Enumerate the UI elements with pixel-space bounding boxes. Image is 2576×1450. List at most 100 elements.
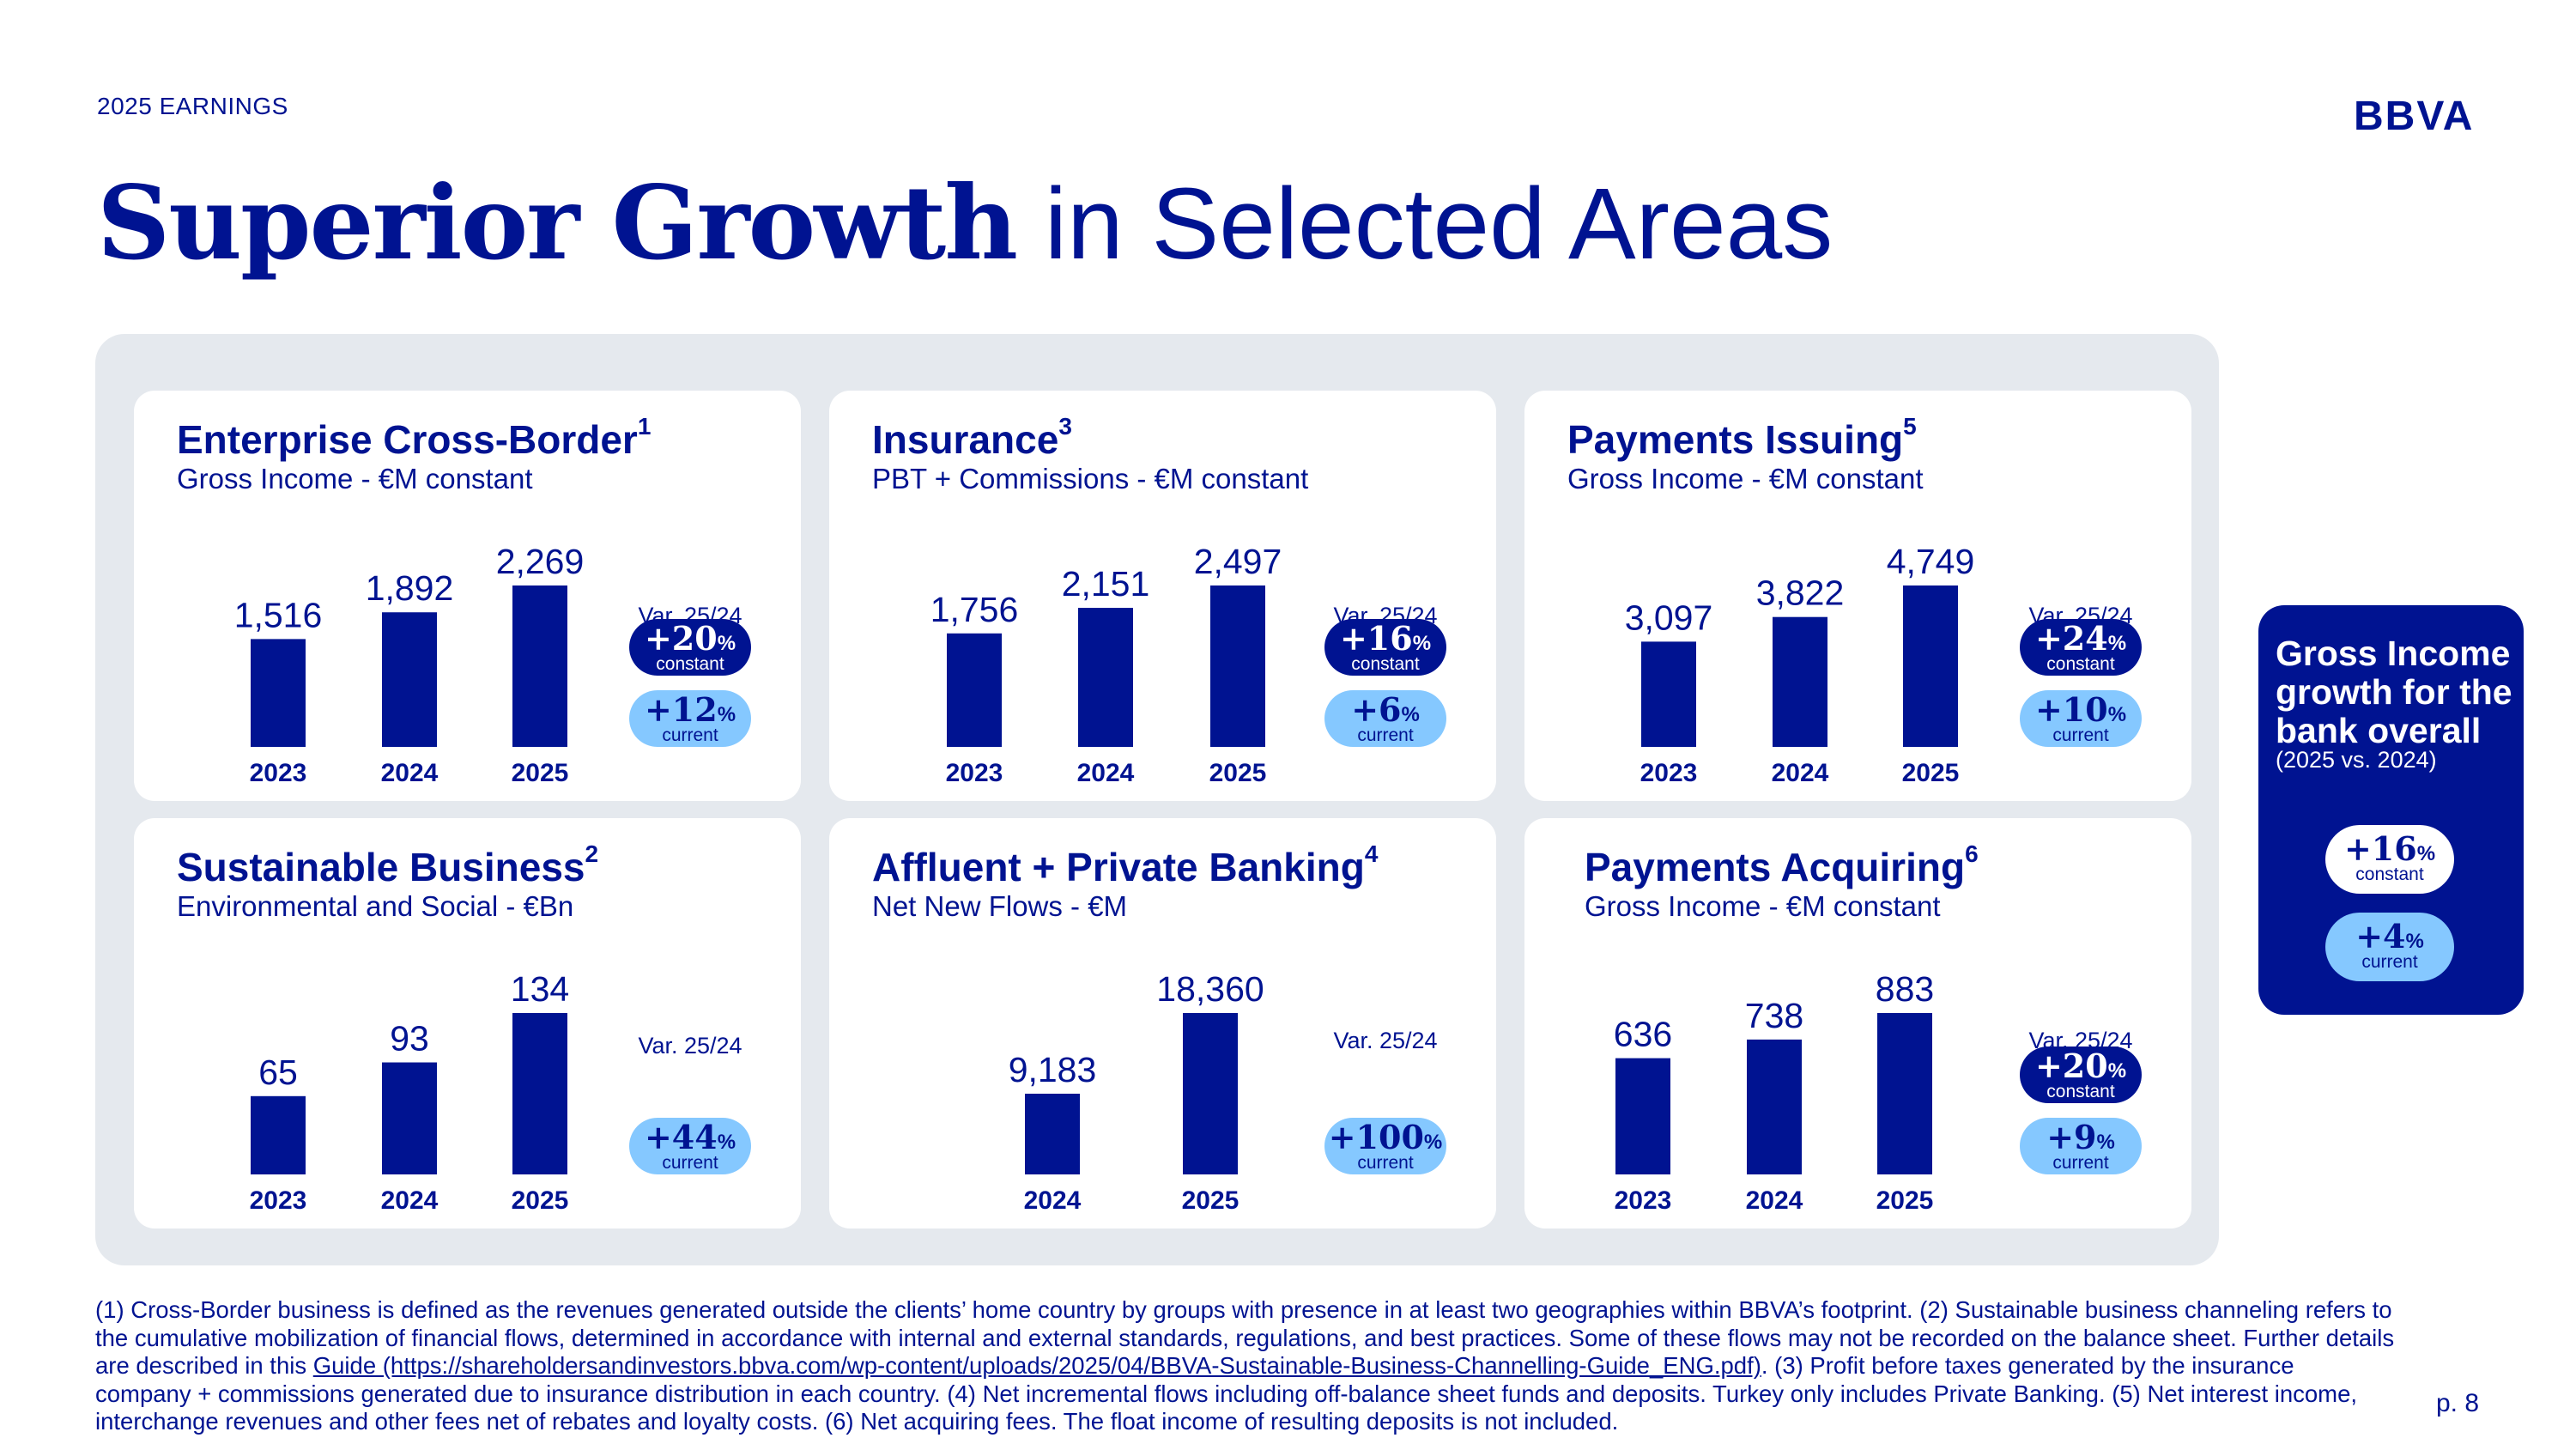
pill-unit: % bbox=[1412, 632, 1432, 655]
bar-2023 bbox=[251, 639, 306, 747]
bar-2025 bbox=[1877, 1013, 1932, 1174]
summary-pill-current: +4% current bbox=[2325, 913, 2454, 981]
footnote-ref: 5 bbox=[1903, 413, 1917, 440]
pill-label: current bbox=[662, 725, 718, 745]
category-label: 2023 bbox=[1640, 759, 1698, 787]
chart-title: Sustainable Business2 bbox=[177, 842, 598, 890]
pill-value: +20 bbox=[2034, 1047, 2108, 1085]
card-affluent-private-banking: Affluent + Private Banking4 Net New Flows… bbox=[829, 818, 1496, 1229]
card-sustainable-business: Sustainable Business2 Environmental and S… bbox=[134, 818, 801, 1229]
pill-value: +100 bbox=[1328, 1118, 1424, 1156]
bar-2023 bbox=[1641, 641, 1696, 747]
value-label: 4,749 bbox=[1887, 542, 1975, 581]
pill-label: constant bbox=[2046, 654, 2115, 674]
pill-label: current bbox=[2052, 725, 2109, 745]
variation-pill-current: +6% current bbox=[1324, 690, 1446, 747]
bar-chart: 3,097 2023 3,822 2024 4,749 2025 bbox=[1625, 542, 1975, 787]
footnote-text-1: (1) Cross-Border business is defined as … bbox=[95, 1296, 2395, 1379]
value-label: 738 bbox=[1745, 996, 1803, 1035]
pill-value: +4 bbox=[2355, 917, 2406, 956]
category-label: 2025 bbox=[1209, 759, 1267, 787]
footnote-ref: 3 bbox=[1058, 413, 1072, 440]
bar-2024 bbox=[1078, 608, 1133, 747]
variation-label: Var. 25/24 bbox=[638, 1033, 742, 1059]
pill-unit: % bbox=[2416, 842, 2436, 865]
summary-title: Gross Income growth for the bank overall bbox=[2276, 634, 2512, 750]
card-payments-acquiring: Payments Acquiring6 Gross Income - €M con… bbox=[1524, 818, 2191, 1229]
value-label: 2,497 bbox=[1194, 542, 1282, 581]
pill-label: constant bbox=[656, 654, 724, 674]
variation-pill-constant: +16% constant bbox=[1324, 619, 1446, 676]
bar-2025 bbox=[1210, 585, 1265, 747]
chart-subtitle: Environmental and Social - €Bn bbox=[177, 890, 574, 922]
pill-label: current bbox=[1357, 725, 1414, 745]
variation-label: Var. 25/24 bbox=[1333, 1028, 1438, 1053]
title-light: in Selected Areas bbox=[1044, 167, 1834, 281]
chart-title-text: Insurance bbox=[872, 417, 1059, 462]
pill-unit: % bbox=[2096, 1131, 2115, 1154]
category-label: 2023 bbox=[250, 759, 307, 787]
chart-title-text: Payments Issuing bbox=[1567, 417, 1904, 462]
pill-unit: % bbox=[2107, 632, 2127, 655]
value-label: 3,097 bbox=[1625, 598, 1713, 637]
chart-subtitle: Gross Income - €M constant bbox=[177, 463, 533, 494]
pill-value: +44 bbox=[644, 1118, 718, 1156]
category-label: 2024 bbox=[1772, 759, 1829, 787]
bbva-logo: BBVA bbox=[2354, 94, 2475, 139]
bar-2024 bbox=[382, 612, 437, 747]
bar-chart: 1,516 2023 1,892 2024 2,269 2025 bbox=[234, 542, 585, 787]
pill-unit: % bbox=[717, 632, 736, 655]
footnote-ref: 6 bbox=[1965, 840, 1979, 867]
value-label: 3,822 bbox=[1756, 573, 1845, 613]
value-label: 1,892 bbox=[366, 568, 454, 608]
bar-chart: 636 2023 738 2024 883 2025 bbox=[1614, 969, 1934, 1215]
chart-title: Enterprise Cross-Border1 bbox=[177, 415, 651, 463]
charts-panel: Enterprise Cross-Border1 Gross Income - €… bbox=[95, 334, 2219, 1265]
page-number: p. 8 bbox=[2436, 1389, 2480, 1417]
pill-unit: % bbox=[2107, 703, 2127, 726]
guide-link[interactable]: Guide (https://shareholdersandinvestors.… bbox=[312, 1352, 1761, 1379]
bar-chart: 65 2023 93 2024 134 2025 bbox=[250, 969, 570, 1215]
chart-subtitle: Net New Flows - €M bbox=[872, 890, 1128, 922]
pill-unit: % bbox=[1401, 703, 1420, 726]
value-label: 134 bbox=[511, 969, 569, 1009]
value-label: 18,360 bbox=[1156, 969, 1264, 1009]
category-label: 2023 bbox=[250, 1186, 307, 1215]
value-label: 883 bbox=[1876, 969, 1934, 1009]
value-label: 93 bbox=[390, 1019, 429, 1059]
category-label: 2025 bbox=[1902, 759, 1960, 787]
pill-label: current bbox=[2052, 1153, 2109, 1173]
bar-chart: 1,756 2023 2,151 2024 2,497 2025 bbox=[930, 542, 1282, 787]
category-label: 2025 bbox=[1876, 1186, 1934, 1215]
pill-unit: % bbox=[1423, 1131, 1443, 1154]
category-label: 2024 bbox=[1077, 759, 1135, 787]
pill-value: +24 bbox=[2034, 619, 2108, 658]
category-label: 2024 bbox=[381, 1186, 439, 1215]
chart-title-text: Affluent + Private Banking bbox=[872, 845, 1365, 889]
category-label: 2024 bbox=[381, 759, 439, 787]
variation-pill-constant: +20% constant bbox=[629, 619, 751, 676]
variation-pill-constant: +20% constant bbox=[2020, 1047, 2142, 1103]
value-label: 1,756 bbox=[930, 590, 1019, 629]
chart-title-text: Enterprise Cross-Border bbox=[177, 417, 638, 462]
bar-2023 bbox=[251, 1095, 306, 1174]
chart-title-text: Payments Acquiring bbox=[1585, 845, 1966, 889]
variation-pill-current: +12% current bbox=[629, 690, 751, 747]
bar-2024 bbox=[382, 1062, 437, 1174]
pill-value: +16 bbox=[2343, 829, 2417, 868]
variation-pill-current: +100% current bbox=[1324, 1118, 1446, 1174]
pill-value: +20 bbox=[644, 619, 718, 658]
card-insurance: Insurance3 PBT + Commissions - €M constan… bbox=[829, 391, 1496, 801]
value-label: 65 bbox=[258, 1053, 298, 1092]
value-label: 9,183 bbox=[1009, 1050, 1097, 1089]
title-strong: Superior Growth bbox=[97, 163, 1018, 282]
pill-label: constant bbox=[2046, 1082, 2115, 1101]
summary-card: Gross Income growth for the bank overall… bbox=[2258, 605, 2524, 1015]
category-label: 2023 bbox=[1615, 1186, 1672, 1215]
category-label: 2025 bbox=[512, 759, 569, 787]
bar-2025 bbox=[1183, 1013, 1238, 1174]
summary-subtitle: (2025 vs. 2024) bbox=[2276, 747, 2437, 773]
pill-label: current bbox=[662, 1153, 718, 1173]
variation-pill-constant: +24% constant bbox=[2020, 619, 2142, 676]
eyebrow-label: 2025 EARNINGS bbox=[97, 93, 288, 119]
